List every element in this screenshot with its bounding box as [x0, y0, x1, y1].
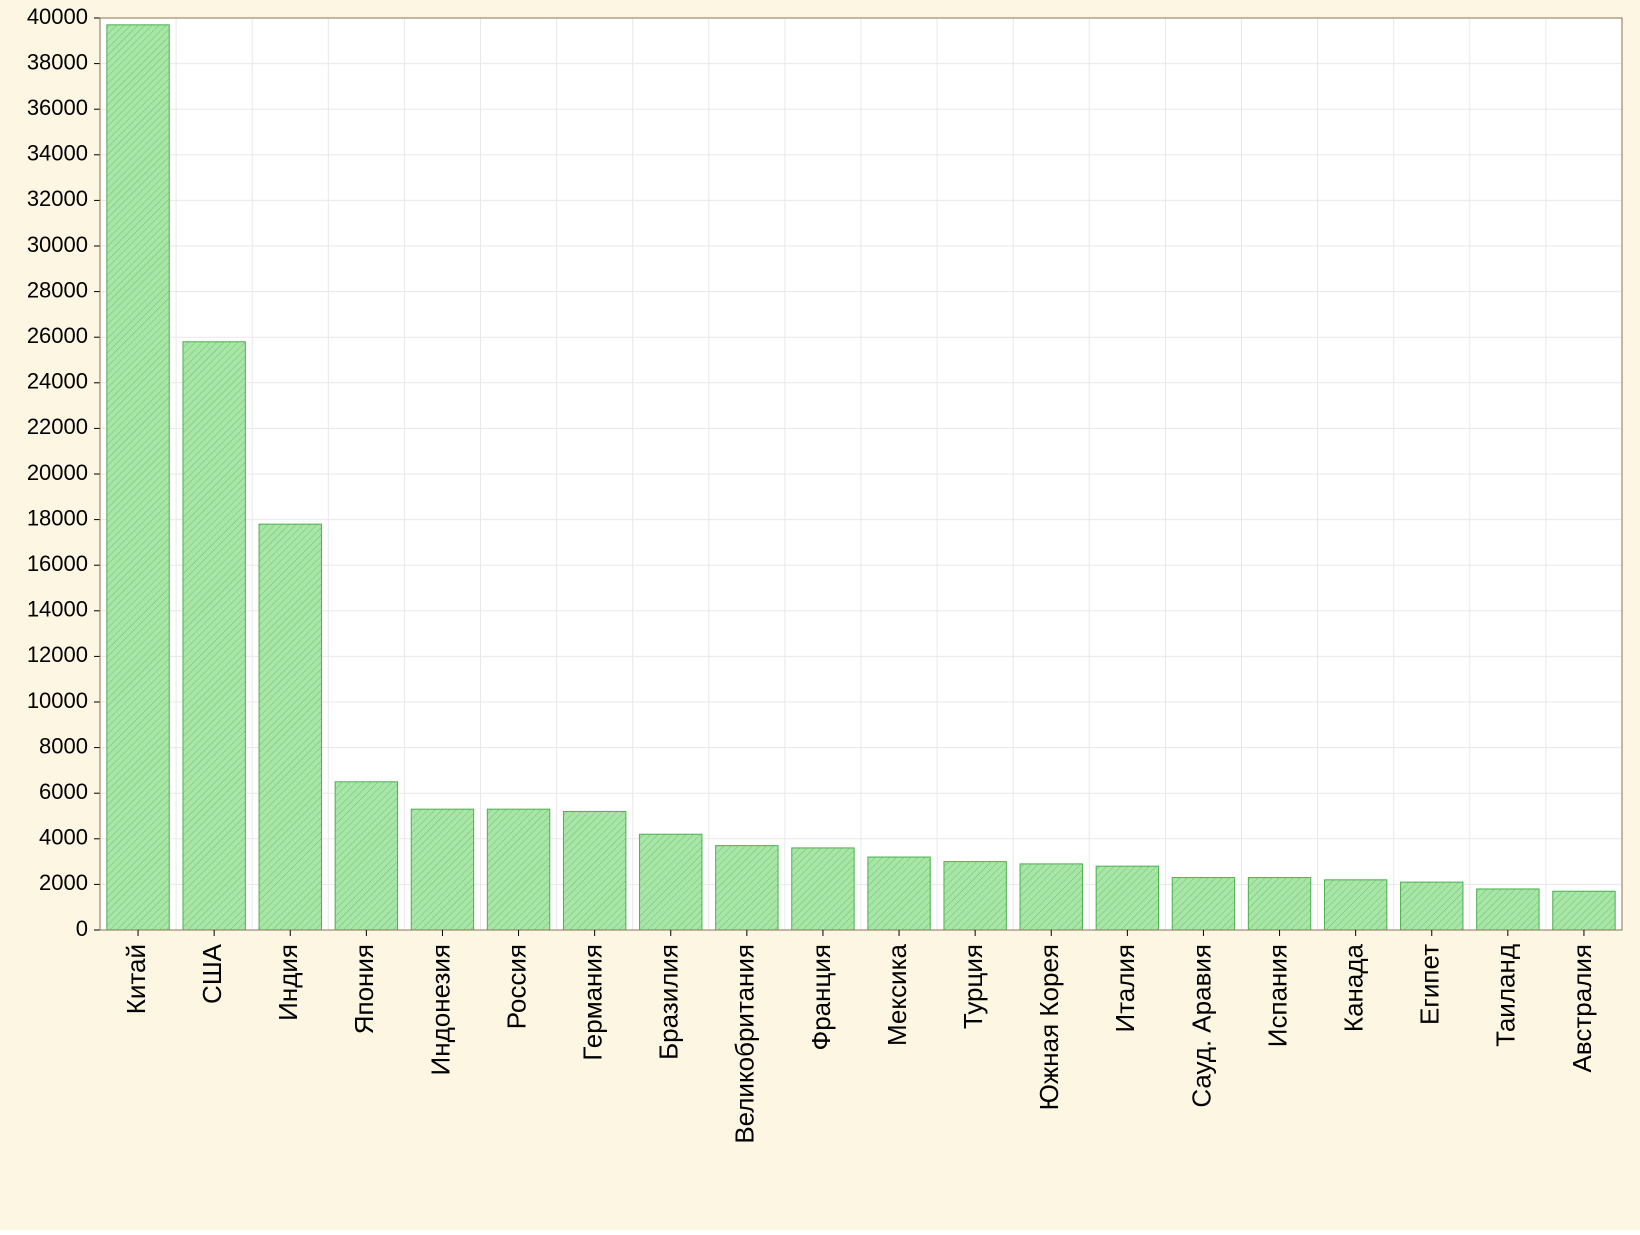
bar: [1553, 891, 1615, 930]
svg-text:6000: 6000: [39, 779, 88, 804]
x-axis-label: Япония: [349, 944, 379, 1034]
x-axis-label: Индонезия: [425, 944, 455, 1075]
svg-text:10000: 10000: [27, 688, 88, 713]
svg-text:34000: 34000: [27, 141, 88, 166]
x-axis-label: Китай: [121, 944, 151, 1014]
bar-chart: 0 2000 4000 6000 8000 10000 12000 14000 16000 180…: [0, 0, 1640, 1230]
x-axis-label: Сауд. Аравия: [1186, 944, 1216, 1108]
x-axis-label: Франция: [806, 944, 836, 1051]
bar: [107, 25, 169, 930]
bar: [183, 342, 245, 930]
x-axis-label: Таиланд: [1491, 944, 1521, 1047]
x-axis-label: Германия: [578, 944, 608, 1061]
bar: [1401, 882, 1463, 930]
bar: [1324, 880, 1386, 930]
svg-text:22000: 22000: [27, 414, 88, 439]
x-axis-label: Канада: [1339, 943, 1369, 1032]
bar: [487, 809, 549, 930]
svg-text:2000: 2000: [39, 870, 88, 895]
bar: [335, 782, 397, 930]
svg-text:26000: 26000: [27, 323, 88, 348]
bar: [1172, 878, 1234, 930]
bar: [411, 809, 473, 930]
bar: [868, 857, 930, 930]
bar: [640, 834, 702, 930]
x-axis-label: Турция: [958, 944, 988, 1029]
svg-text:0: 0: [76, 916, 88, 941]
svg-text:18000: 18000: [27, 505, 88, 530]
svg-text:32000: 32000: [27, 186, 88, 211]
bar: [716, 846, 778, 930]
x-axis-label: Мексика: [882, 943, 912, 1046]
x-axis-label: США: [197, 943, 227, 1004]
x-axis-label: Бразилия: [654, 944, 684, 1060]
svg-text:36000: 36000: [27, 95, 88, 120]
bar: [944, 862, 1006, 930]
svg-text:30000: 30000: [27, 232, 88, 257]
svg-text:12000: 12000: [27, 642, 88, 667]
x-axis-label: Италия: [1110, 944, 1140, 1033]
bar: [1020, 864, 1082, 930]
bar: [1477, 889, 1539, 930]
bar: [259, 524, 321, 930]
svg-text:14000: 14000: [27, 597, 88, 622]
bar: [1248, 878, 1310, 930]
bar: [563, 811, 625, 930]
x-axis-label: Египет: [1415, 944, 1445, 1025]
svg-text:38000: 38000: [27, 49, 88, 74]
svg-text:4000: 4000: [39, 825, 88, 850]
bar: [792, 848, 854, 930]
svg-text:16000: 16000: [27, 551, 88, 576]
x-axis-label: Южная Корея: [1034, 944, 1064, 1110]
x-axis-label: Испания: [1262, 944, 1292, 1047]
x-axis-label: Россия: [501, 944, 531, 1029]
svg-text:40000: 40000: [27, 4, 88, 29]
svg-text:8000: 8000: [39, 733, 88, 758]
x-axis-label: Индия: [273, 944, 303, 1021]
x-axis-label: Великобритания: [730, 944, 760, 1144]
svg-text:24000: 24000: [27, 369, 88, 394]
x-axis-label: Австралия: [1567, 944, 1597, 1072]
svg-text:28000: 28000: [27, 277, 88, 302]
svg-text:20000: 20000: [27, 460, 88, 485]
bar: [1096, 866, 1158, 930]
